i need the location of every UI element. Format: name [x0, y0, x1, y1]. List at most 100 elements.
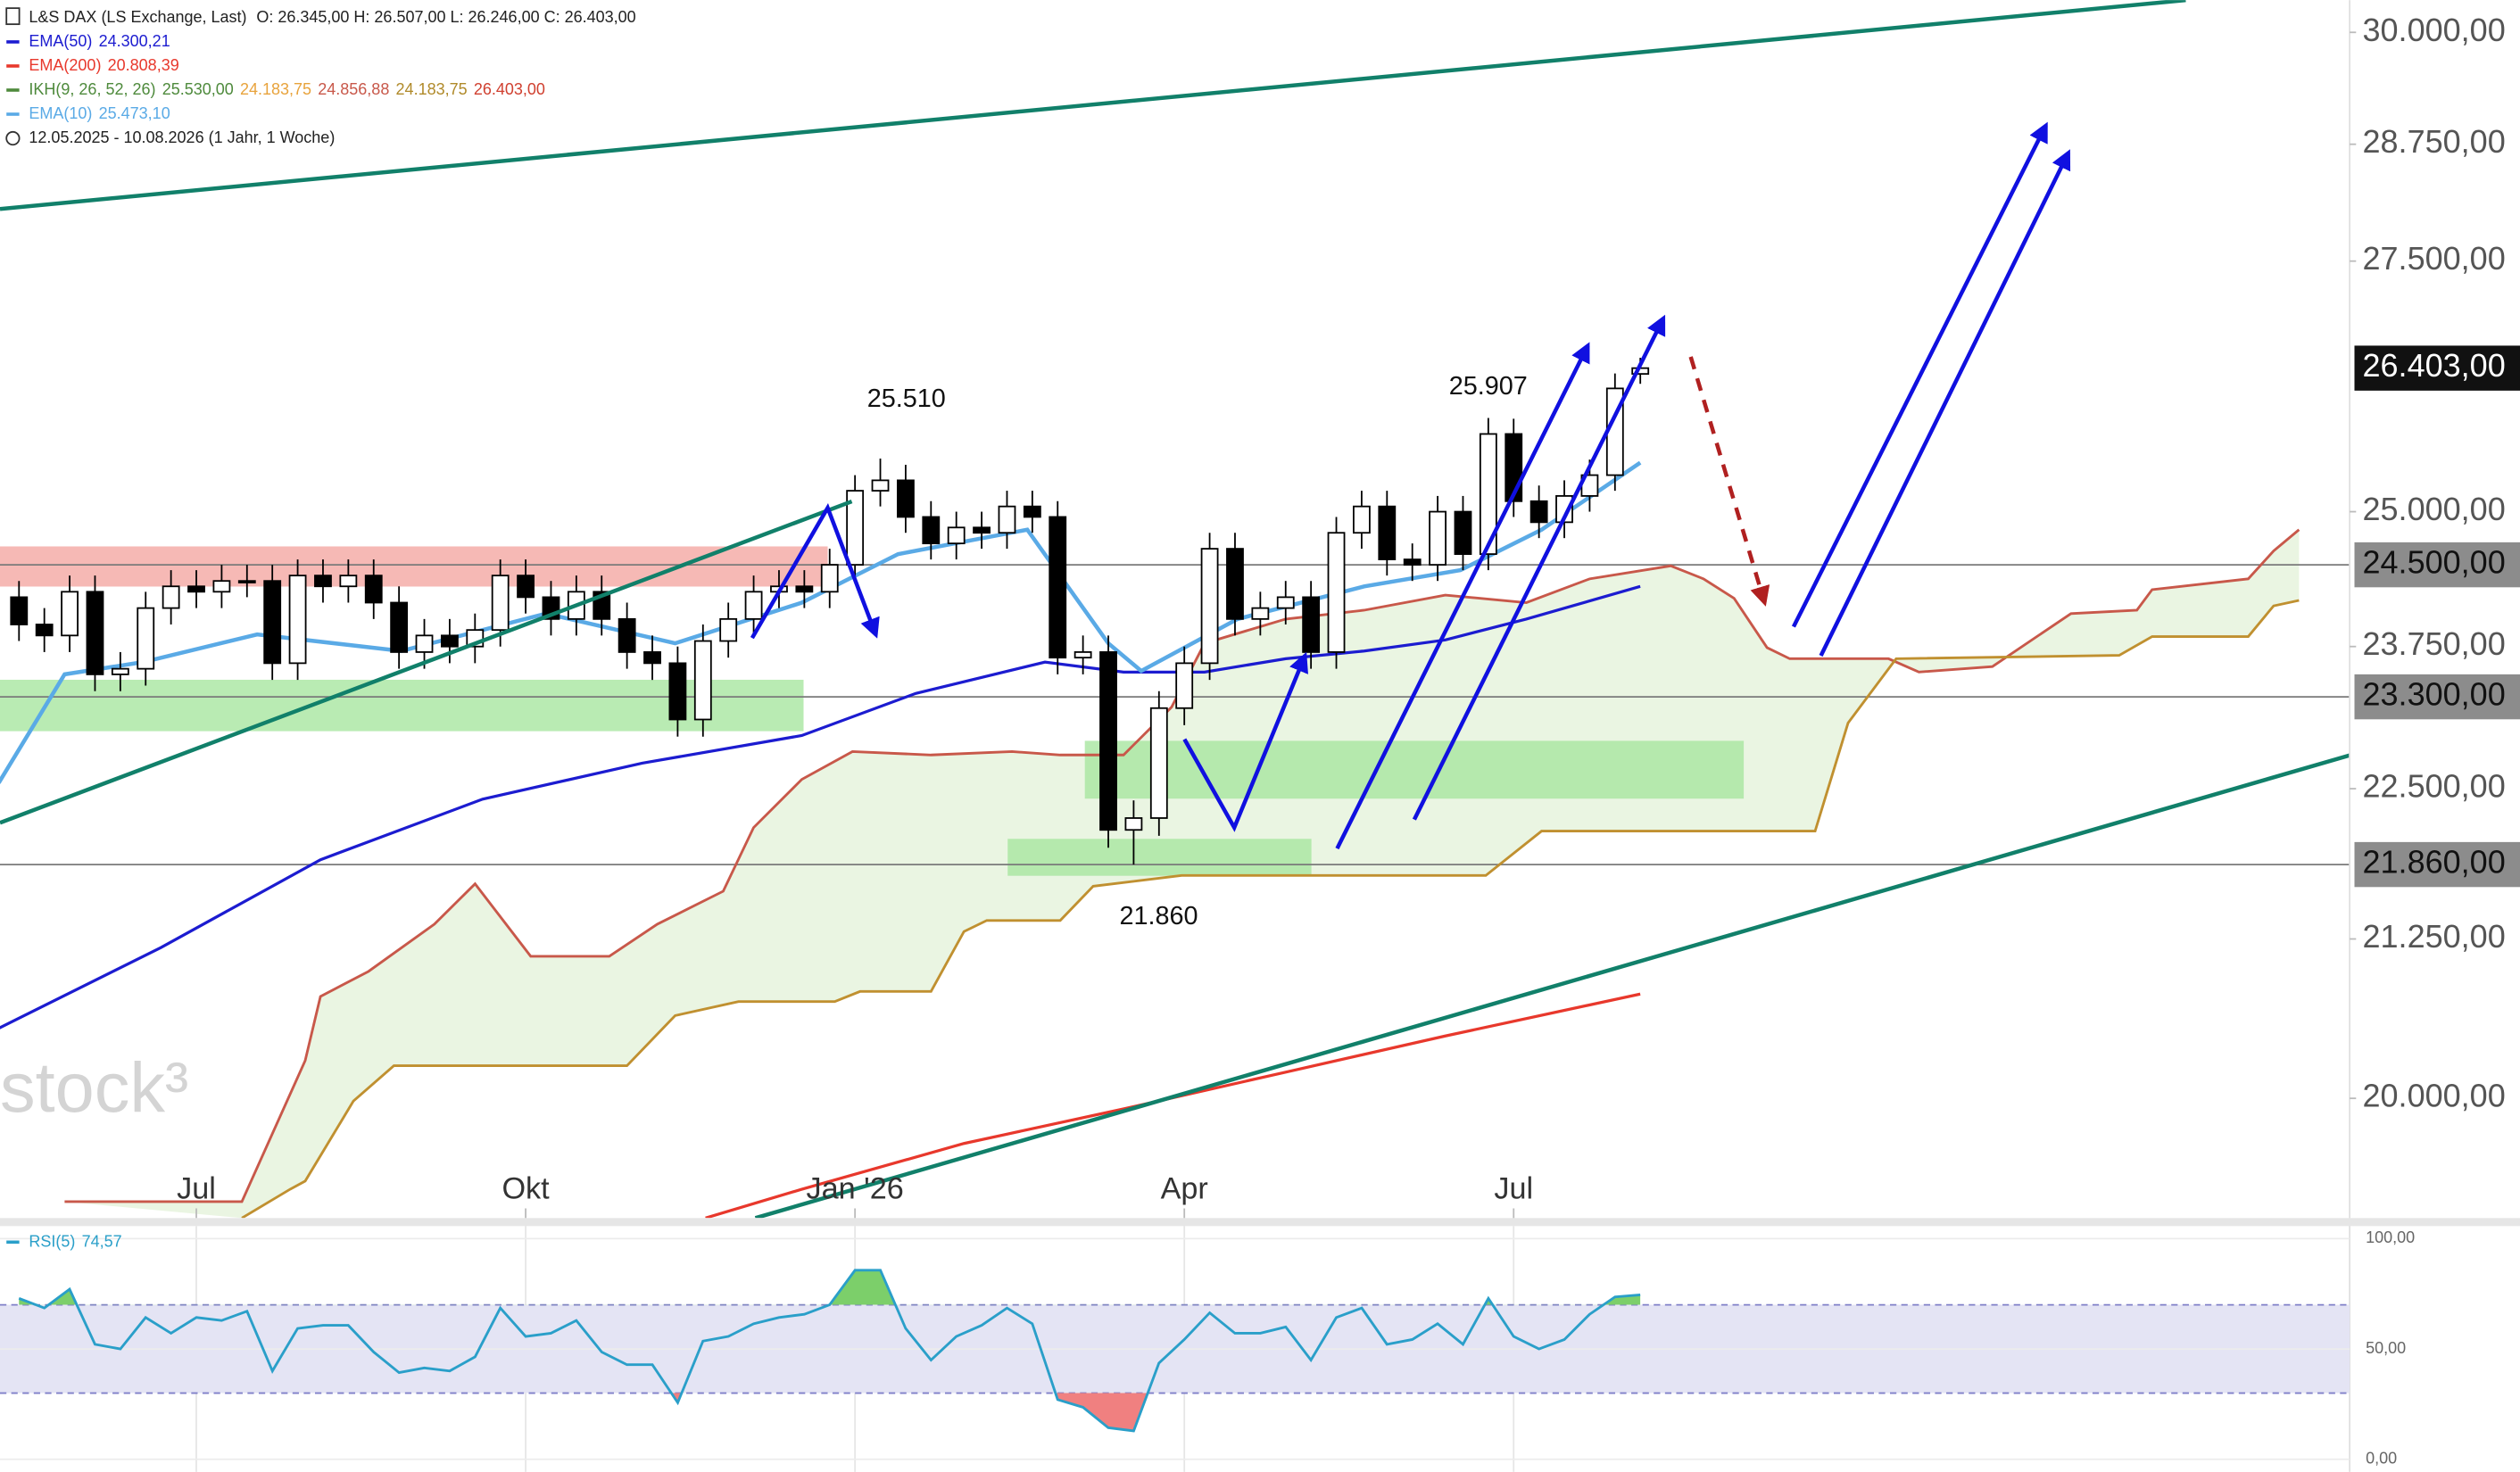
legend-name: EMA(200)	[29, 56, 101, 74]
legend-value: 20.808,39	[108, 56, 179, 74]
candle-body	[1302, 596, 1321, 653]
candle-body	[1049, 516, 1067, 659]
candle-body	[922, 516, 941, 545]
y-tick-label: 20.000,00	[2363, 1078, 2506, 1114]
x-tick-label: Apr	[1161, 1172, 1208, 1206]
arrow	[1791, 121, 2048, 628]
y-tick-label: 23.750,00	[2363, 625, 2506, 662]
legend-value: 25.530,00	[162, 80, 234, 98]
candle-body	[111, 667, 129, 675]
level-label-box	[2354, 542, 2520, 588]
axes: 20.000,00 21.250,00 22.500,00 23.750,00 25.0…	[177, 12, 2520, 1468]
chart-title: L&S DAX (LS Exchange, Last)	[29, 8, 246, 26]
zones	[0, 546, 1745, 876]
candle-body	[1555, 495, 1573, 524]
legend-entry: EMA(200) 20.808,39	[29, 56, 178, 74]
y-tick-label: 0,00	[2366, 1450, 2397, 1468]
candle-body	[1124, 817, 1143, 831]
candle-body	[314, 575, 332, 588]
levels	[0, 564, 2350, 865]
last-price-label: 26.403,00	[2363, 347, 2506, 384]
legend-entry: RSI(5) 74,57	[29, 1232, 121, 1250]
candle-body	[871, 479, 890, 492]
ema-line	[705, 992, 1641, 1219]
legend-value: 25.473,10	[99, 104, 170, 122]
candle-body	[10, 596, 29, 625]
trend-channel	[0, 0, 2186, 211]
candle-body	[1327, 532, 1346, 653]
y-tick-label: 25.000,00	[2363, 491, 2506, 527]
support-zone	[1084, 740, 1745, 799]
candle-body	[263, 580, 282, 665]
candle-body	[1149, 707, 1168, 819]
x-tick-label: Okt	[502, 1172, 550, 1206]
ema-line	[0, 460, 1642, 784]
trend-channel	[0, 499, 853, 825]
indicator-lines	[0, 460, 2300, 1219]
candle-body	[86, 591, 104, 675]
ema-line	[0, 584, 1641, 1030]
candle-body	[137, 607, 155, 670]
candle-body	[897, 479, 915, 518]
candle-body	[1023, 505, 1041, 518]
legend-value: 24.183,75	[240, 80, 311, 98]
candle-body	[390, 601, 409, 653]
candle-body	[1529, 500, 1548, 524]
candle-body	[643, 651, 661, 665]
candle-body	[1403, 558, 1422, 566]
legend-value: 74,57	[82, 1232, 122, 1250]
y-tick-label: 27.500,00	[2363, 240, 2506, 277]
legend-value: 26.403,00	[474, 80, 545, 98]
rsi-panel	[0, 1226, 2350, 1472]
legend-value: 24.300,21	[99, 32, 170, 50]
candle-body	[947, 526, 966, 545]
arrow	[1688, 356, 1770, 607]
candle-body	[1429, 510, 1447, 566]
candle-body	[1099, 651, 1117, 831]
legend-value: 24.856,88	[318, 80, 389, 98]
legend-entry: EMA(10) 25.473,10	[29, 104, 170, 122]
title-line: L&S DAX (LS Exchange, Last) O: 26.345,00 …	[29, 8, 635, 26]
candle-body	[415, 634, 434, 653]
candle-body	[35, 624, 54, 637]
candles	[10, 358, 1650, 865]
candle-body	[1454, 510, 1472, 555]
legend-name: RSI(5)	[29, 1232, 75, 1250]
candle-body	[846, 490, 865, 566]
candle-body	[795, 585, 814, 593]
y-tick-label: 22.500,00	[2363, 768, 2506, 805]
candle-body	[517, 575, 535, 599]
level-label: 21.860,00	[2363, 844, 2506, 881]
level-label-box	[2354, 841, 2520, 888]
arrow	[1182, 651, 1308, 832]
ohlc: O: 26.345,00 H: 26.507,00 L: 26.246,00 C…	[256, 8, 635, 26]
level-label: 24.500,00	[2363, 544, 2506, 581]
candle-body	[61, 591, 79, 637]
candle-body	[288, 575, 307, 665]
date-range: 12.05.2025 - 10.08.2026 (1 Jahr, 1 Woche…	[29, 128, 335, 146]
candle-body	[339, 575, 358, 588]
senkou-span-b	[241, 599, 2300, 1219]
arrow	[1335, 342, 1590, 850]
last-price-box	[2354, 345, 2520, 391]
candle-body	[973, 526, 991, 534]
watermark: stock³	[0, 1047, 188, 1127]
candle-body	[719, 617, 738, 642]
x-tick-label: Jan '26	[807, 1172, 904, 1206]
arrow	[1819, 149, 2071, 657]
candle-body	[1226, 548, 1244, 620]
drawings	[0, 0, 2350, 1219]
candle-body	[491, 575, 510, 632]
candle-body	[1073, 651, 1092, 659]
x-tick-label: Jul	[1494, 1172, 1533, 1206]
panel-divider	[0, 1218, 2520, 1227]
x-tick-label: Jul	[177, 1172, 216, 1206]
y-tick-label: 100,00	[2366, 1228, 2415, 1246]
arrow	[750, 503, 880, 640]
candle-body	[1479, 433, 1497, 555]
y-tick-label: 30.000,00	[2363, 12, 2506, 48]
annotation: 21.860	[1119, 902, 1198, 930]
candle-body	[162, 585, 180, 609]
legend-entry: EMA(50) 24.300,21	[29, 32, 170, 50]
candle-body	[1378, 505, 1397, 560]
